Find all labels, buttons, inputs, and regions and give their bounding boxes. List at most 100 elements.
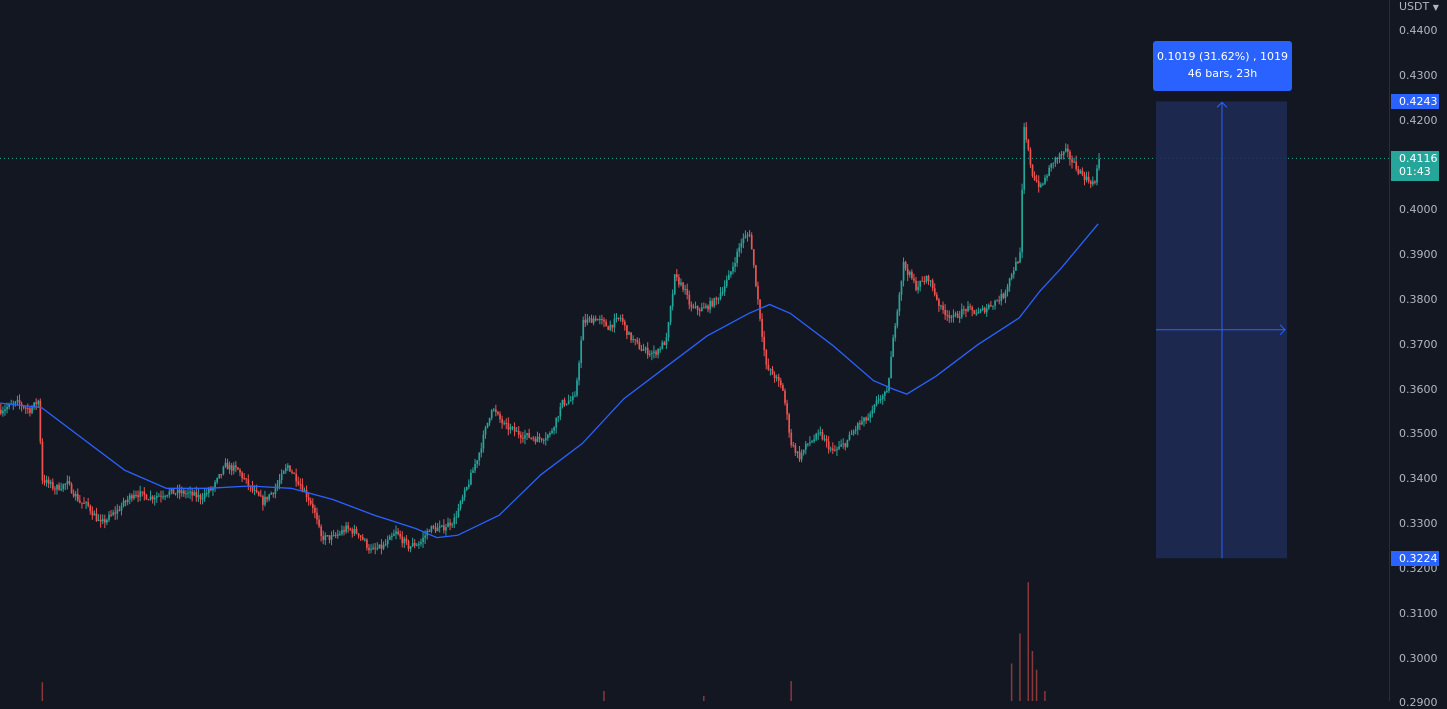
candle-body	[526, 433, 528, 436]
candle-body	[1098, 159, 1100, 169]
volume-layer	[41, 582, 1046, 701]
candle-body	[22, 406, 25, 408]
candle-body	[1052, 162, 1055, 164]
candle-body	[888, 378, 890, 391]
candle-body	[981, 308, 984, 310]
candle-body	[619, 318, 622, 320]
candle-body	[711, 300, 714, 307]
candle-body	[588, 318, 591, 320]
candle-body	[963, 309, 965, 311]
candle-body	[884, 391, 886, 396]
candle-body	[881, 395, 884, 400]
volume-bar	[1031, 651, 1034, 701]
candle-body	[276, 484, 279, 489]
candle-body	[455, 516, 458, 518]
candle-body	[43, 480, 46, 483]
candle-body	[954, 313, 957, 315]
candle-body	[158, 495, 160, 497]
candle-body	[222, 466, 225, 475]
candle-body	[168, 491, 171, 496]
candle-body	[998, 300, 1001, 302]
candle-body	[796, 451, 799, 453]
candle-body	[60, 489, 63, 491]
candle-body	[253, 490, 256, 492]
candle-body	[203, 493, 206, 499]
candle-body	[705, 305, 707, 308]
candle-body	[330, 535, 333, 540]
candle-body	[721, 292, 724, 294]
currency-selector[interactable]: USDT ▼	[1399, 0, 1439, 13]
candle-body	[985, 308, 988, 313]
candle-body	[438, 526, 441, 528]
candle-body	[563, 399, 566, 405]
candle-body	[700, 307, 703, 311]
candle-body	[91, 511, 94, 516]
candle-body	[865, 417, 867, 421]
moving-average-line	[0, 223, 1099, 539]
candle-body	[495, 409, 497, 413]
candle-body	[971, 307, 974, 311]
candle-body	[120, 506, 123, 511]
candle-body	[979, 309, 982, 312]
candle-body	[811, 441, 813, 443]
candle-body	[497, 412, 499, 414]
candle-body	[809, 442, 811, 444]
candle-body	[1042, 183, 1044, 185]
candle-body	[349, 528, 352, 530]
candle-body	[318, 519, 320, 527]
candle-body	[41, 441, 44, 481]
candle-body	[257, 492, 260, 496]
candle-body	[1060, 154, 1063, 156]
candle-body	[680, 282, 682, 285]
candle-body	[411, 543, 414, 547]
candle-body	[99, 519, 102, 522]
candle-body	[1021, 189, 1023, 253]
candle-body	[892, 337, 895, 357]
price-chart[interactable]	[0, 0, 1389, 701]
candle-body	[85, 502, 87, 504]
candle-body	[750, 235, 753, 250]
candle-body	[944, 310, 947, 315]
candle-body	[846, 439, 849, 447]
candle-body	[262, 496, 264, 505]
candle-body	[79, 500, 81, 503]
candle-body	[486, 422, 489, 428]
candle-body	[509, 427, 512, 430]
measure-tool[interactable]	[1156, 101, 1287, 559]
candle-body	[856, 423, 859, 430]
price-axis[interactable]	[1389, 0, 1447, 701]
candle-body	[838, 446, 840, 449]
candle-body	[1004, 292, 1007, 298]
candle-body	[101, 519, 104, 522]
candle-body	[199, 494, 202, 500]
candle-body	[422, 537, 424, 543]
candle-body	[27, 408, 29, 410]
candle-body	[551, 430, 553, 434]
volume-bar	[41, 682, 44, 701]
candle-body	[62, 484, 65, 490]
candle-body	[757, 286, 759, 300]
candle-body	[665, 337, 668, 345]
candle-body	[418, 543, 420, 545]
candle-body	[374, 547, 377, 549]
candle-body	[852, 431, 855, 434]
candle-body	[555, 417, 558, 428]
candle-body	[686, 289, 689, 295]
candle-body	[738, 247, 741, 252]
candle-body	[278, 479, 281, 485]
candle-body	[859, 423, 861, 425]
candle-body	[386, 539, 389, 545]
candle-body	[143, 491, 146, 495]
candle-body	[122, 500, 125, 507]
candle-body	[936, 294, 938, 300]
candle-body	[646, 347, 649, 355]
candle-body	[176, 489, 179, 494]
candle-body	[958, 316, 961, 318]
candle-body	[66, 481, 69, 484]
candle-body	[1010, 274, 1013, 279]
candle-body	[746, 234, 749, 236]
candle-body	[255, 490, 258, 493]
candle-body	[1031, 164, 1034, 176]
candle-body	[609, 324, 612, 330]
candle-body	[990, 305, 992, 307]
